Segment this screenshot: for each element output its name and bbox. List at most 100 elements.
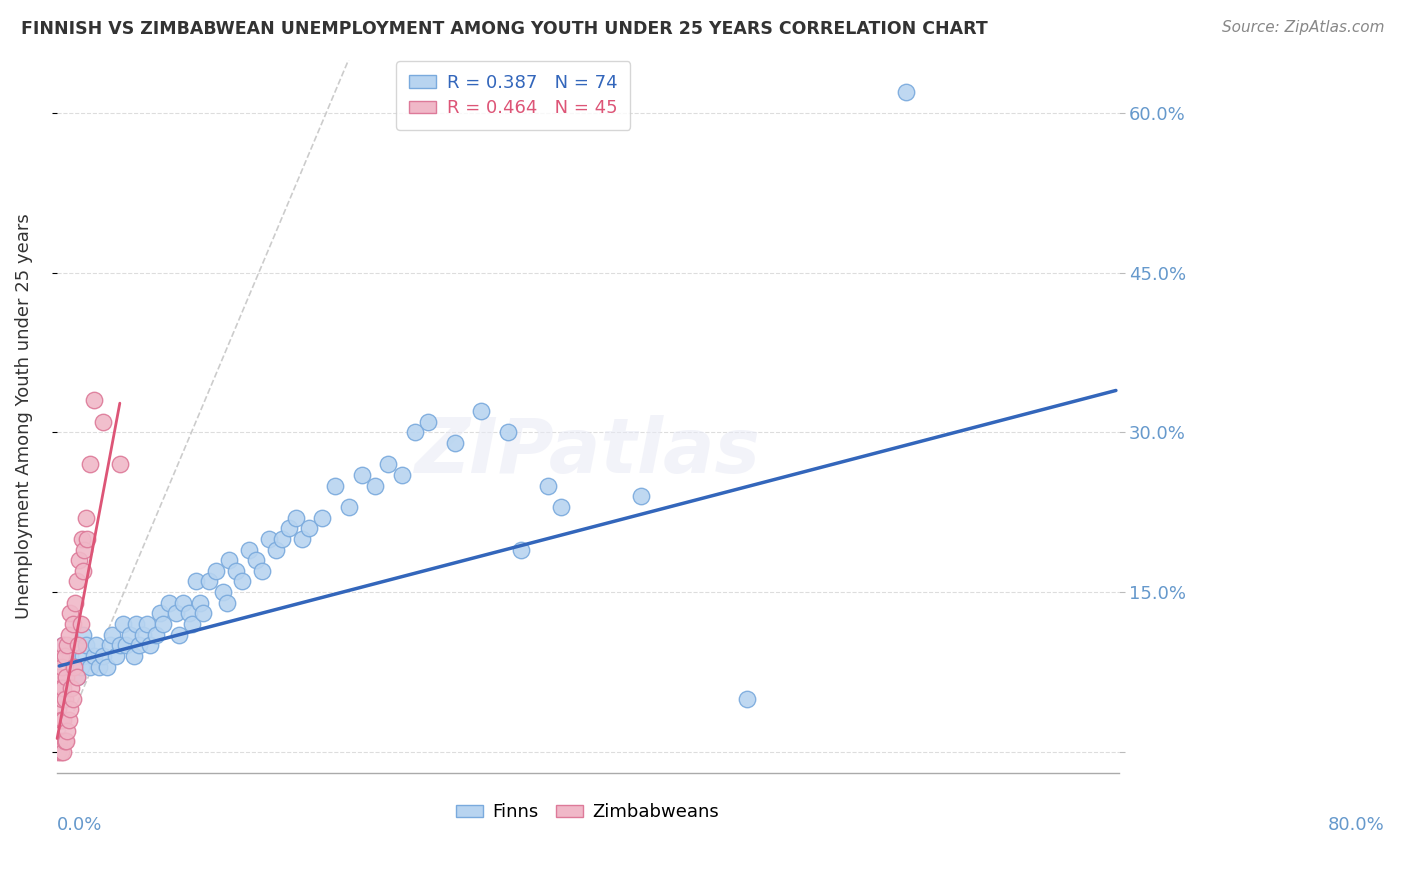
Point: [149, 607, 172, 621]
Point: [86, 639, 108, 653]
Point: [114, 639, 136, 653]
Point: [128, 639, 150, 653]
Point: [87, 659, 110, 673]
Point: [53, 691, 76, 706]
Point: [49, 648, 72, 663]
Point: [205, 564, 228, 578]
Point: [165, 607, 187, 621]
Point: [91, 415, 114, 429]
Point: [83, 393, 105, 408]
Point: [75, 639, 97, 653]
Point: [145, 628, 167, 642]
Point: [69, 617, 91, 632]
Point: [62, 691, 84, 706]
Point: [49, 713, 72, 727]
Point: [49, 745, 72, 759]
Point: [211, 585, 233, 599]
Point: [55, 670, 77, 684]
Text: FINNISH VS ZIMBABWEAN UNEMPLOYMENT AMONG YOUTH UNDER 25 YEARS CORRELATION CHART: FINNISH VS ZIMBABWEAN UNEMPLOYMENT AMONG…: [21, 20, 988, 37]
Point: [60, 681, 83, 695]
Text: Source: ZipAtlas.com: Source: ZipAtlas.com: [1222, 20, 1385, 35]
Point: [79, 659, 101, 673]
Point: [404, 425, 426, 440]
Point: [277, 521, 299, 535]
Point: [51, 734, 73, 748]
Point: [298, 521, 321, 535]
Point: [337, 500, 360, 514]
Point: [630, 489, 652, 503]
Point: [181, 617, 204, 632]
Point: [510, 542, 533, 557]
Point: [311, 510, 333, 524]
Point: [75, 510, 97, 524]
Point: [53, 648, 76, 663]
Point: [391, 467, 413, 482]
Point: [550, 500, 572, 514]
Point: [225, 564, 247, 578]
Point: [264, 542, 287, 557]
Point: [63, 596, 86, 610]
Point: [96, 659, 118, 673]
Point: [252, 564, 274, 578]
Point: [46, 745, 69, 759]
Point: [72, 564, 94, 578]
Point: [65, 670, 87, 684]
Point: [198, 574, 221, 589]
Point: [66, 639, 89, 653]
Point: [52, 681, 75, 695]
Point: [72, 628, 94, 642]
Point: [125, 617, 148, 632]
Point: [51, 659, 73, 673]
Y-axis label: Unemployment Among Youth under 25 years: Unemployment Among Youth under 25 years: [15, 213, 32, 619]
Point: [245, 553, 267, 567]
Point: [215, 596, 238, 610]
Point: [735, 691, 758, 706]
Point: [52, 745, 75, 759]
Point: [58, 628, 80, 642]
Point: [73, 542, 96, 557]
Point: [167, 628, 190, 642]
Point: [83, 648, 105, 663]
Point: [257, 532, 280, 546]
Point: [111, 617, 134, 632]
Point: [118, 628, 141, 642]
Point: [350, 467, 373, 482]
Point: [63, 659, 86, 673]
Point: [444, 436, 467, 450]
Point: [105, 648, 128, 663]
Point: [110, 639, 132, 653]
Point: [188, 596, 211, 610]
Point: [271, 532, 294, 546]
Point: [238, 542, 260, 557]
Point: [122, 648, 145, 663]
Point: [65, 670, 87, 684]
Point: [62, 659, 84, 673]
Point: [91, 648, 114, 663]
Point: [56, 639, 79, 653]
Point: [76, 532, 98, 546]
Point: [537, 478, 560, 492]
Point: [179, 607, 201, 621]
Point: [138, 639, 160, 653]
Point: [51, 691, 73, 706]
Point: [98, 639, 121, 653]
Point: [152, 617, 174, 632]
Point: [135, 617, 157, 632]
Point: [159, 596, 181, 610]
Point: [48, 734, 70, 748]
Point: [291, 532, 314, 546]
Point: [52, 639, 75, 653]
Point: [79, 458, 101, 472]
Point: [46, 702, 69, 716]
Point: [58, 713, 80, 727]
Point: [72, 648, 94, 663]
Point: [62, 617, 84, 632]
Text: ZIPatlas: ZIPatlas: [415, 415, 761, 489]
Point: [896, 85, 918, 99]
Point: [132, 628, 155, 642]
Point: [69, 659, 91, 673]
Point: [65, 574, 87, 589]
Point: [496, 425, 519, 440]
Point: [284, 510, 307, 524]
Point: [52, 713, 75, 727]
